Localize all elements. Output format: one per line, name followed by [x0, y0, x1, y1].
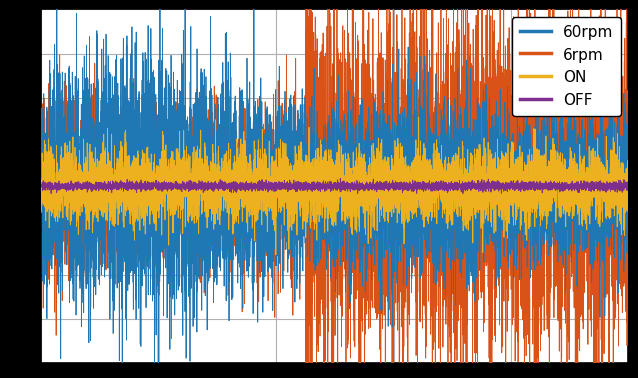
- 60rpm: [154, 363, 162, 367]
- 60rpm: [473, 180, 480, 184]
- ON: [504, 201, 512, 206]
- 6rpm: [385, 216, 392, 221]
- 6rpm: [504, 235, 512, 240]
- OFF: [625, 185, 632, 190]
- ON: [38, 210, 45, 215]
- 60rpm: [411, 141, 419, 146]
- 60rpm: [504, 237, 512, 242]
- ON: [625, 203, 632, 207]
- 6rpm: [250, 243, 258, 247]
- OFF: [459, 191, 467, 196]
- OFF: [473, 182, 480, 187]
- ON: [250, 207, 258, 212]
- OFF: [67, 180, 75, 185]
- OFF: [411, 182, 419, 187]
- 60rpm: [67, 181, 75, 186]
- Line: 6rpm: 6rpm: [41, 0, 628, 378]
- Line: OFF: OFF: [41, 178, 628, 194]
- 6rpm: [38, 185, 45, 190]
- 60rpm: [385, 141, 393, 146]
- 60rpm: [38, 159, 45, 164]
- ON: [411, 188, 419, 192]
- 6rpm: [625, 139, 632, 144]
- Line: ON: ON: [41, 117, 628, 255]
- ON: [385, 155, 392, 160]
- Line: 60rpm: 60rpm: [41, 0, 628, 365]
- Legend: 60rpm, 6rpm, ON, OFF: 60rpm, 6rpm, ON, OFF: [512, 17, 621, 116]
- OFF: [336, 176, 344, 181]
- 6rpm: [411, 243, 419, 248]
- 6rpm: [473, 326, 480, 331]
- 60rpm: [250, 197, 258, 202]
- OFF: [504, 180, 512, 185]
- ON: [67, 198, 75, 202]
- ON: [272, 253, 279, 257]
- ON: [473, 180, 480, 185]
- OFF: [250, 181, 258, 186]
- OFF: [38, 183, 45, 187]
- 6rpm: [67, 160, 75, 164]
- 60rpm: [625, 103, 632, 108]
- OFF: [385, 185, 392, 190]
- ON: [415, 115, 422, 119]
